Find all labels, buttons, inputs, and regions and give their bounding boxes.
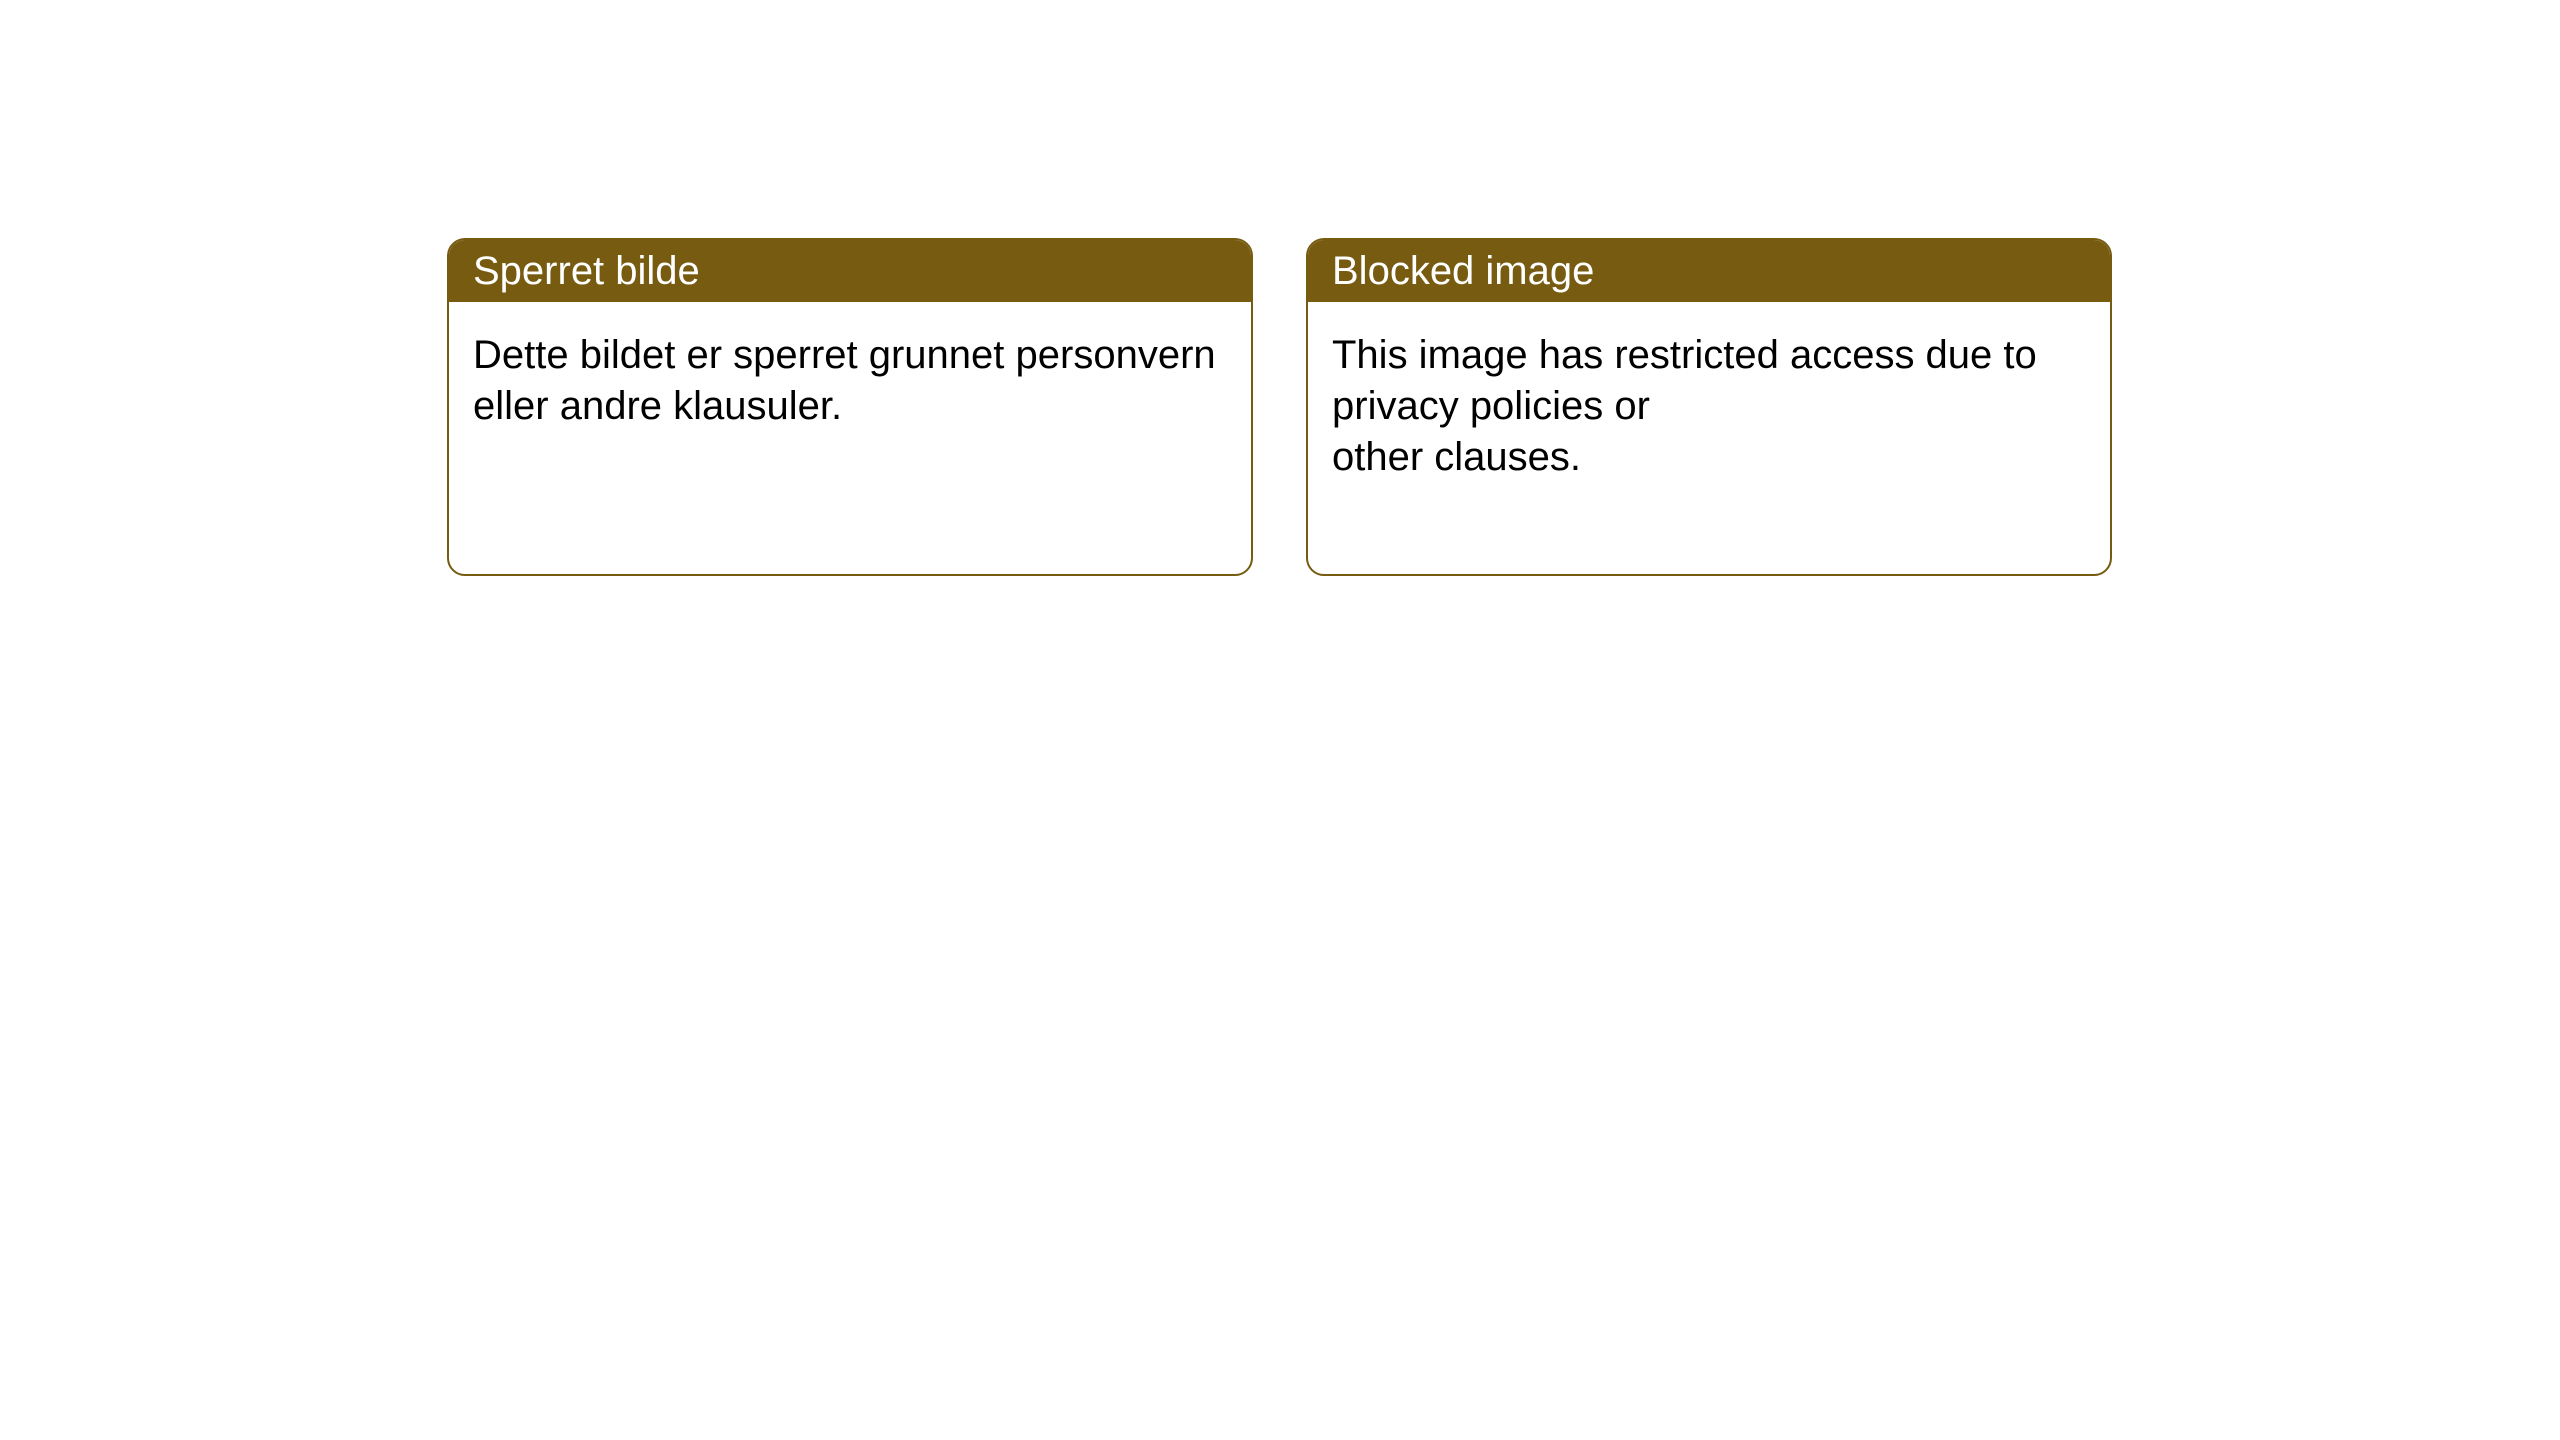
card-body-en: This image has restricted access due to … bbox=[1308, 302, 2110, 508]
blocked-image-card-nb: Sperret bilde Dette bildet er sperret gr… bbox=[447, 238, 1253, 576]
blocked-image-card-en: Blocked image This image has restricted … bbox=[1306, 238, 2112, 576]
page-canvas: Sperret bilde Dette bildet er sperret gr… bbox=[0, 0, 2560, 1440]
card-header-nb: Sperret bilde bbox=[449, 240, 1251, 302]
card-body-nb: Dette bildet er sperret grunnet personve… bbox=[449, 302, 1251, 456]
card-header-en: Blocked image bbox=[1308, 240, 2110, 302]
